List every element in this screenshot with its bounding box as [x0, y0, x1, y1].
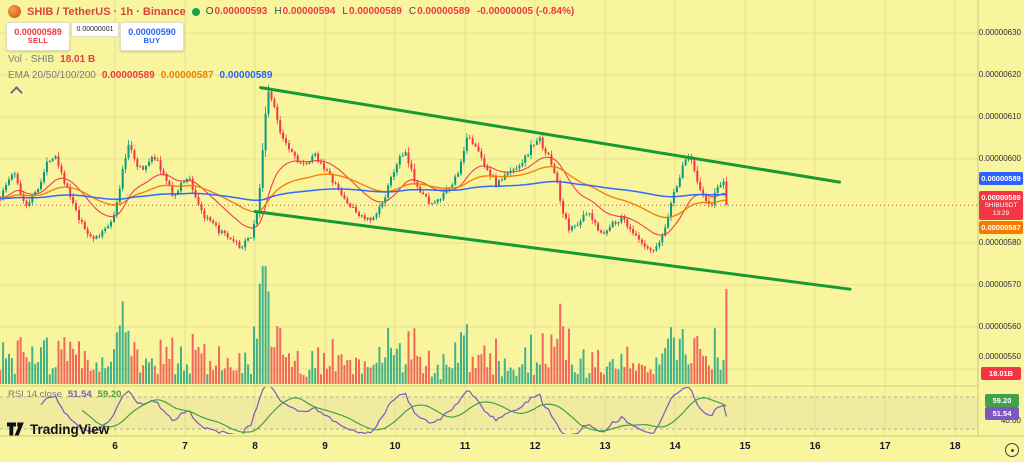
time-axis-label: 7: [182, 441, 188, 452]
tradingview-logo[interactable]: TradingView: [6, 421, 109, 437]
market-status-icon: [191, 7, 200, 16]
close-label: C: [408, 6, 417, 17]
ema-legend[interactable]: EMA 20/50/100/200 0.00000589 0.00000587 …: [8, 70, 272, 81]
price-axis-label: 0.00000580: [978, 238, 1021, 247]
high-value: 0.00000594: [282, 6, 336, 17]
volume-value: 18.01 B: [60, 54, 96, 65]
buy-button[interactable]: 0.00000590 BUY: [120, 22, 184, 51]
time-axis-label: 18: [949, 441, 961, 452]
low-value: 0.00000589: [348, 6, 402, 17]
price-badge: 51.54: [985, 407, 1019, 420]
trade-widget: 0.00000589 SELL 0.00000001 0.00000590 BU…: [6, 22, 184, 51]
ema-label: EMA 20/50/100/200: [8, 70, 96, 81]
time-axis-label: 13: [599, 441, 611, 452]
symbol-header: SHIB / TetherUS · 1h · Binance O 0.000005…: [8, 5, 574, 18]
ema100-value: 0.00000589: [219, 70, 273, 81]
rsi-label: RSI 14 close: [8, 389, 62, 400]
price-axis-label: 0.00000570: [978, 280, 1021, 289]
price-axis-label: 0.00000550: [978, 352, 1021, 361]
price-axis-label: 0.00000620: [978, 70, 1021, 79]
buy-price: 0.00000590: [128, 27, 176, 38]
price-badge: 0.00000589 SHIBUSDT 13:29: [979, 191, 1023, 221]
low-label: L: [342, 6, 348, 17]
time-axis-label: 6: [112, 441, 118, 452]
price-axis-label: 40.00: [1000, 416, 1021, 425]
time-axis-label: 17: [879, 441, 891, 452]
close-value: 0.00000589: [417, 6, 470, 17]
rsi-legend[interactable]: RSI 14 close 51.54 59.20: [8, 389, 121, 400]
price-axis-label: 0.00000630: [978, 28, 1021, 37]
sell-price: 0.00000589: [14, 27, 62, 38]
scale-adjust-dot: [1010, 448, 1014, 452]
high-label: H: [274, 6, 282, 17]
time-axis-label: 10: [389, 441, 401, 452]
time-axis-label: 14: [669, 441, 681, 452]
tradingview-name: TradingView: [30, 421, 110, 437]
rsi-value: 51.54: [67, 389, 92, 400]
time-axis-label: 11: [459, 441, 471, 452]
spread-value: 0.00000001: [71, 22, 119, 37]
ema20-value: 0.00000589: [101, 70, 155, 81]
price-axis-label: 0.00000560: [978, 322, 1021, 331]
volume-label: Vol · SHIB: [8, 54, 55, 65]
ema50-value: 0.00000587: [160, 70, 214, 81]
ohlc-values: O 0.00000593 H 0.00000594 L 0.00000589 C 0.0…: [206, 6, 574, 17]
price-axis-label: 0.00000610: [978, 112, 1021, 121]
scale-adjust-icon[interactable]: [1005, 443, 1019, 457]
price-badge: 0.00000587: [979, 221, 1023, 234]
price-badge: 18.01B: [981, 367, 1021, 380]
time-axis-label: 12: [529, 441, 541, 452]
rsi-ma-value: 59.20: [97, 389, 122, 400]
tradingview-mark-icon: [7, 422, 24, 436]
symbol-title[interactable]: SHIB / TetherUS · 1h · Binance: [27, 5, 186, 18]
open-label: O: [205, 6, 214, 17]
time-axis-label: 15: [739, 441, 751, 452]
price-badge: 59.20: [985, 394, 1019, 407]
volume-legend[interactable]: Vol · SHIB 18.01 B: [8, 54, 95, 65]
price-axis-label: 0.00000600: [978, 154, 1021, 163]
symbol-logo-icon: [8, 5, 21, 18]
price-badge: 0.00000589: [979, 172, 1023, 185]
buy-label: BUY: [143, 36, 161, 46]
sell-label: SELL: [27, 36, 49, 46]
price-change: -0.00000005 (-0.84%): [476, 6, 575, 17]
open-value: 0.00000593: [214, 6, 268, 17]
sell-button[interactable]: 0.00000589 SELL: [6, 22, 70, 51]
time-axis-label: 9: [322, 441, 328, 452]
time-axis-label: 8: [252, 441, 258, 452]
time-axis-label: 16: [809, 441, 821, 452]
